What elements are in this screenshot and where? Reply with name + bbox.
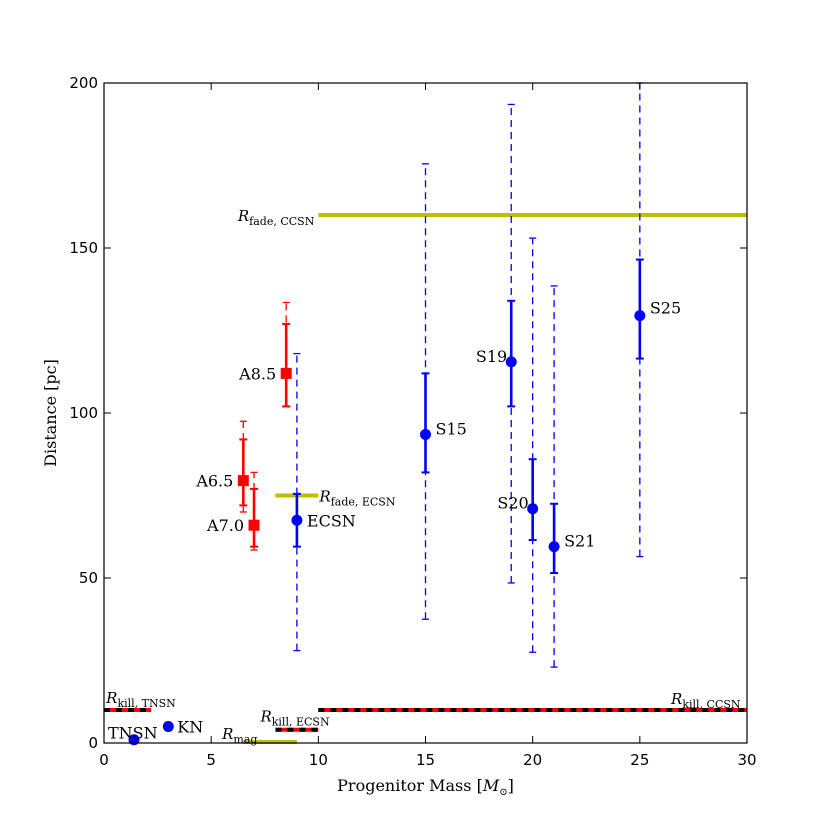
y-tick-label-200: 200 [69,74,98,92]
point-s19-marker [505,356,517,368]
point-s21-marker [548,541,560,553]
point-s20-marker [527,503,539,515]
point-s25-label: S25 [650,299,681,318]
point-tnsn-label: TNSN [108,724,158,743]
point-a6-5-label: A6.5 [195,472,233,491]
x-tick-label-20: 20 [523,751,542,769]
point-s19-label: S19 [476,347,507,366]
x-tick-label-10: 10 [309,751,328,769]
point-s20-label: S20 [497,494,528,513]
r-kill-ccsn-label: Rkill, CCSN [670,690,741,711]
point-s15-label: S15 [436,419,467,438]
x-axis-label: Progenitor Mass [M⊙] [337,776,514,798]
r-kill-ecsn-label: Rkill, ECSN [259,708,329,729]
point-kn-label: KN [177,718,203,737]
x-tick-label-25: 25 [630,751,649,769]
r-fade-ccsn-label: Rfade, CCSN [237,207,315,228]
point-s25-marker [634,310,646,322]
y-tick-label-0: 0 [88,734,98,752]
y-tick-label-150: 150 [69,239,98,257]
point-s21-label: S21 [564,532,595,551]
point-a8-5-marker [280,367,292,379]
point-ecsn-marker [291,514,303,526]
chart-labels: A6.5 A7.0 A8.5 ECSN S15 S19 S20 S21 S25 TNSN KN Rfa… [105,207,741,746]
point-a6-5-marker [237,475,249,487]
x-tick-label-30: 30 [737,751,756,769]
r-kill-tnsn-label: Rkill, TNSN [105,689,176,710]
axes: 0 5 10 15 20 25 30 0 50 100 150 200 Progenitor Mass … [41,74,757,798]
x-tick-label-15: 15 [416,751,435,769]
point-ecsn-label: ECSN [307,511,356,530]
chart-marks [104,82,747,746]
r-mag-label: Rmag [221,725,257,746]
point-kn-marker [162,721,174,732]
x-tick-label-5: 5 [206,751,216,769]
r-fade-ecsn-label: Rfade, ECSN [318,488,395,509]
point-a7-0-marker [248,519,260,531]
y-axis-label: Distance [pc] [41,359,60,467]
x-tick-label-0: 0 [99,751,109,769]
point-s15-marker [420,428,431,440]
y-tick-label-50: 50 [79,569,98,587]
y-tick-label-100: 100 [69,404,98,422]
point-a7-0-label: A7.0 [206,516,244,535]
point-a8-5-label: A8.5 [238,364,276,383]
